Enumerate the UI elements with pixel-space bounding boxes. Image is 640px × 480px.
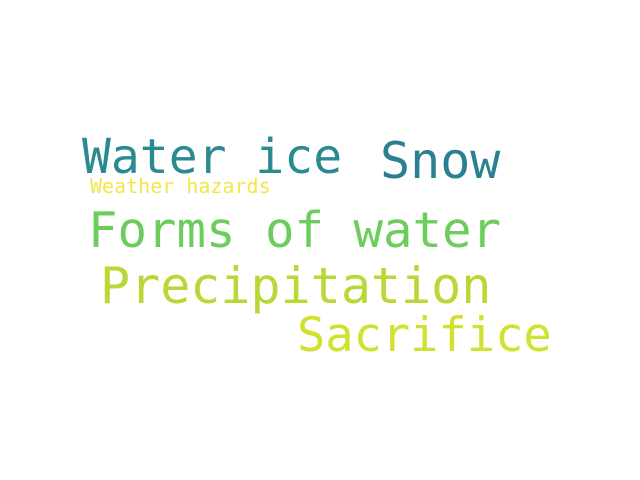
word-sacrifice: Sacrifice bbox=[297, 308, 552, 363]
word-snow: Snow bbox=[380, 132, 501, 190]
word-water-ice: Water ice bbox=[82, 129, 343, 185]
word-weather-hazards: Weather hazards bbox=[90, 174, 271, 198]
word-precipitation: Precipitation bbox=[100, 257, 492, 315]
word-forms-of-water: Forms of water bbox=[88, 202, 502, 259]
